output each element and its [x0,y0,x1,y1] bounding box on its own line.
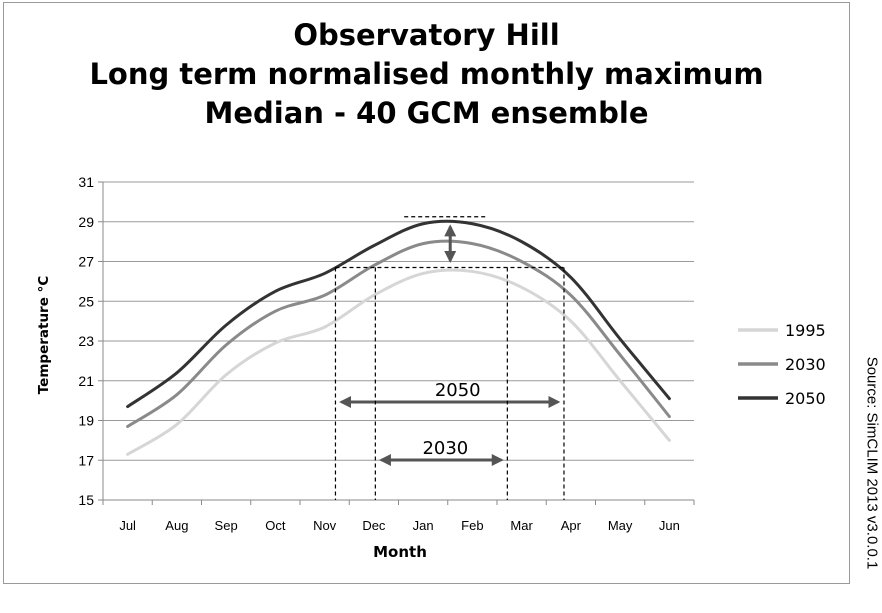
chart-frame [3,2,850,584]
x-tick-label: Nov [313,518,337,533]
x-tick-label: Sep [215,518,238,533]
y-tick-label: 15 [78,492,94,508]
y-tick-label: 25 [78,293,94,309]
series-lines [126,219,671,456]
y-axis-label: Temperature °C [36,276,52,395]
x-tick-label: Dec [362,518,386,533]
y-tick-label: 17 [78,452,94,468]
x-tick-label: Mar [510,518,533,533]
y-tick-label: 21 [78,373,94,389]
y-tick-label: 23 [78,333,94,349]
series-line-2030 [126,239,671,428]
y-tick-label: 29 [78,214,94,230]
series-line-2050 [126,219,671,409]
annotations: 2050 2030 [334,216,565,500]
chart-title-line-2: Long term normalised monthly maximum [89,57,764,91]
y-tick-label: 27 [78,254,94,270]
x-tick-label: Jul [119,518,136,533]
x-tick-label: Jan [413,518,434,533]
source-note: Source: SimCLIM 2013 v3.0.0.1 [862,347,882,579]
y-tick-labels: 15 17 19 21 23 25 27 29 31 [78,174,94,508]
x-tick-label: Oct [265,518,286,533]
y-tick-label: 31 [78,174,94,190]
y-tick-label: 19 [78,413,94,429]
legend-label-1995: 1995 [785,321,826,340]
chart-title: Observatory Hill Long term normalised mo… [3,16,850,133]
x-tick-labels: Jul Aug Sep Oct Nov Dec Jan Feb Mar Apr May Jun [119,518,680,533]
legend: 1995 2030 2050 [738,321,826,408]
chart-title-line-1: Observatory Hill [293,18,560,52]
x-tick-label: Feb [461,518,483,533]
duration-label-2030: 2030 [422,438,468,459]
duration-label-2050: 2050 [435,380,481,401]
x-tick-label: Apr [561,518,582,533]
x-tick-label: May [608,518,633,533]
legend-label-2050: 2050 [785,389,826,408]
x-tick-label: Aug [165,518,188,533]
chart-title-line-3: Median - 40 GCM ensemble [204,96,649,130]
source-text: Source: SimCLIM 2013 v3.0.0.1 [863,356,881,570]
x-tick-label: Jun [659,518,680,533]
x-axis-label: Month [373,543,427,561]
legend-label-2030: 2030 [785,355,826,374]
series-line-1995 [126,268,671,456]
axes [98,181,695,505]
